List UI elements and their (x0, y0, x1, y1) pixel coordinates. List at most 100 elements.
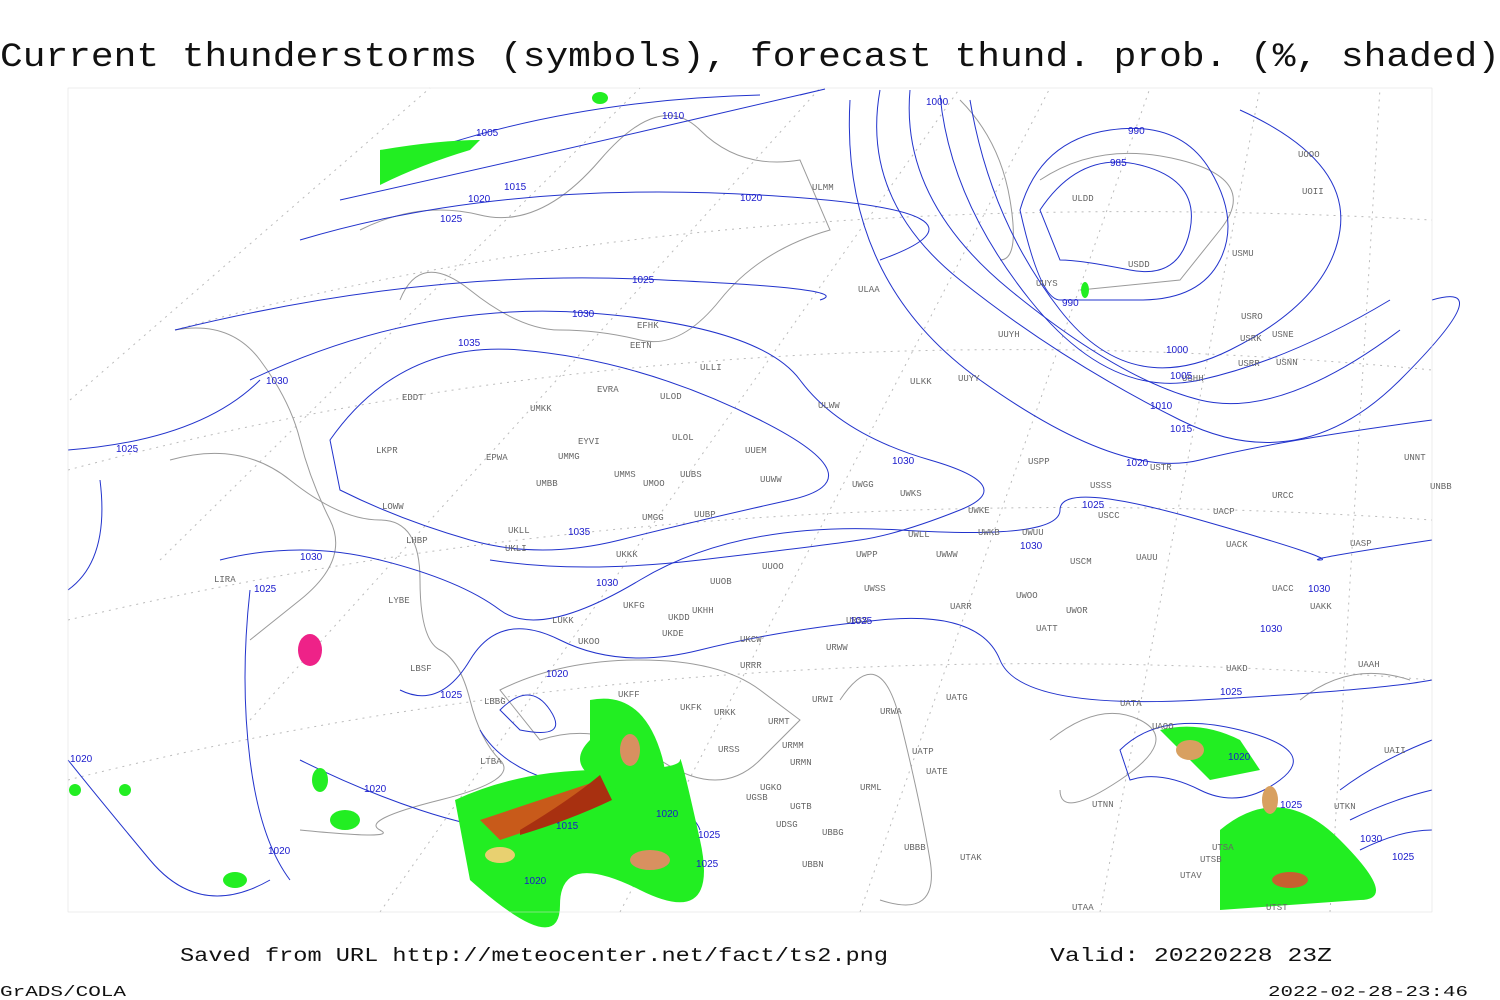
station-label: UMOO (643, 479, 665, 489)
isobar-label: 1035 (458, 338, 481, 349)
isobar-label: 1030 (572, 309, 595, 320)
station-label: UKKK (616, 550, 638, 560)
station-label: UATP (912, 747, 934, 757)
station-label: UKDD (668, 613, 690, 623)
isobar-label: 1020 (468, 194, 491, 205)
isobar-label: 1025 (116, 444, 139, 455)
station-label: UMMG (558, 452, 580, 462)
station-label: UATT (1036, 624, 1058, 634)
station-label: UWUU (1022, 528, 1044, 538)
isobar-label: 1025 (696, 859, 719, 870)
station-label: EETN (630, 341, 652, 351)
isobar-label: 1025 (850, 616, 873, 627)
station-label: USHH (1182, 374, 1204, 384)
station-label: UUOO (762, 562, 784, 572)
station-label: UBBB (904, 843, 926, 853)
station-label: UGKO (760, 783, 782, 793)
isobar-label: 1025 (1082, 500, 1105, 511)
station-label: EPWA (486, 453, 508, 463)
station-label: UKDE (662, 629, 684, 639)
station-label: UACC (1272, 584, 1294, 594)
isobar-label: 1025 (632, 275, 655, 286)
isobar-label: 1025 (254, 584, 277, 595)
isobar-label: 985 (1110, 158, 1127, 169)
station-label: UAII (1384, 746, 1406, 756)
station-label: USCM (1070, 557, 1092, 567)
isobar-label: 1020 (740, 193, 763, 204)
station-label: UDSG (776, 820, 798, 830)
thunderstorm-probability (69, 92, 1376, 928)
station-label: UKLL (508, 526, 530, 536)
station-label: UTAK (960, 853, 982, 863)
station-label: URRR (740, 661, 762, 671)
station-label: USDD (1128, 260, 1150, 270)
station-label: URSS (718, 745, 740, 755)
station-label: UKLI (505, 544, 527, 554)
station-label: URMM (782, 741, 804, 751)
isobar-label: 1025 (1392, 852, 1415, 863)
station-label: UWKS (900, 489, 922, 499)
station-label: UWWW (936, 550, 958, 560)
station-label: UNBB (1430, 482, 1452, 492)
station-label: URMT (768, 717, 790, 727)
station-label: URWA (880, 707, 902, 717)
station-label: LTBA (480, 757, 502, 767)
station-label: UMBB (536, 479, 558, 489)
station-label: UAAH (1358, 660, 1380, 670)
grid-lines (67, 87, 1433, 913)
station-label: EFHK (637, 321, 659, 331)
station-label: USTR (1150, 463, 1172, 473)
station-label: UKCW (740, 635, 762, 645)
station-label: UTKN (1334, 802, 1356, 812)
station-label: ULDD (1072, 194, 1094, 204)
station-label: UWKB (978, 528, 1000, 538)
station-label: UWKE (968, 506, 990, 516)
station-label: UARR (950, 602, 972, 612)
station-label: UOOO (1298, 150, 1320, 160)
station-label: UTSA (1212, 843, 1234, 853)
isobar-label: 1015 (556, 821, 579, 832)
station-label: USPP (1028, 457, 1050, 467)
station-label: UTST (1266, 903, 1288, 913)
station-label: USNN (1276, 358, 1298, 368)
isobar-label: 1000 (1166, 345, 1189, 356)
station-label: UKFF (618, 690, 640, 700)
source-url: Saved from URL http://meteocenter.net/fa… (180, 945, 888, 967)
station-label: UNNT (1404, 453, 1426, 463)
station-label: LYBE (388, 596, 410, 606)
station-label: UOII (1302, 187, 1324, 197)
station-label: UKFK (680, 703, 702, 713)
station-label: LIRA (214, 575, 236, 585)
station-label: USRR (1238, 359, 1260, 369)
isobar-label: 1030 (1020, 541, 1043, 552)
isobar-label: 1010 (1150, 401, 1173, 412)
station-label: UWLL (908, 530, 930, 540)
isobar-label: 1025 (698, 830, 721, 841)
isobar-label: 1020 (1228, 752, 1251, 763)
station-label: EDDT (402, 393, 424, 403)
isobar-label: 1020 (1126, 458, 1149, 469)
station-label: UATA (1120, 699, 1142, 709)
station-label: URCC (1272, 491, 1294, 501)
station-label: UTAA (1072, 903, 1094, 913)
station-label: UTNN (1092, 800, 1114, 810)
station-label: UUYH (998, 330, 1020, 340)
isobar-label: 1005 (476, 128, 499, 139)
isobars (67, 88, 1460, 897)
station-label: UMMS (614, 470, 636, 480)
station-label: UATG (946, 693, 968, 703)
station-label: USMU (1232, 249, 1254, 259)
station-label: USNE (1272, 330, 1294, 340)
station-label: UUEM (745, 446, 767, 456)
isobar-label: 1030 (1360, 834, 1383, 845)
station-label: UAKK (1310, 602, 1332, 612)
isobar-label: 1030 (1308, 584, 1331, 595)
station-label: LKPR (376, 446, 398, 456)
isobar-label: 1025 (1280, 800, 1303, 811)
station-label: EYVI (578, 437, 600, 447)
station-label: UACK (1226, 540, 1248, 550)
station-label: UWOO (1016, 591, 1038, 601)
isobar-label: 1020 (546, 669, 569, 680)
isobar-label: 1025 (440, 690, 463, 701)
isobar-label: 1015 (504, 182, 527, 193)
